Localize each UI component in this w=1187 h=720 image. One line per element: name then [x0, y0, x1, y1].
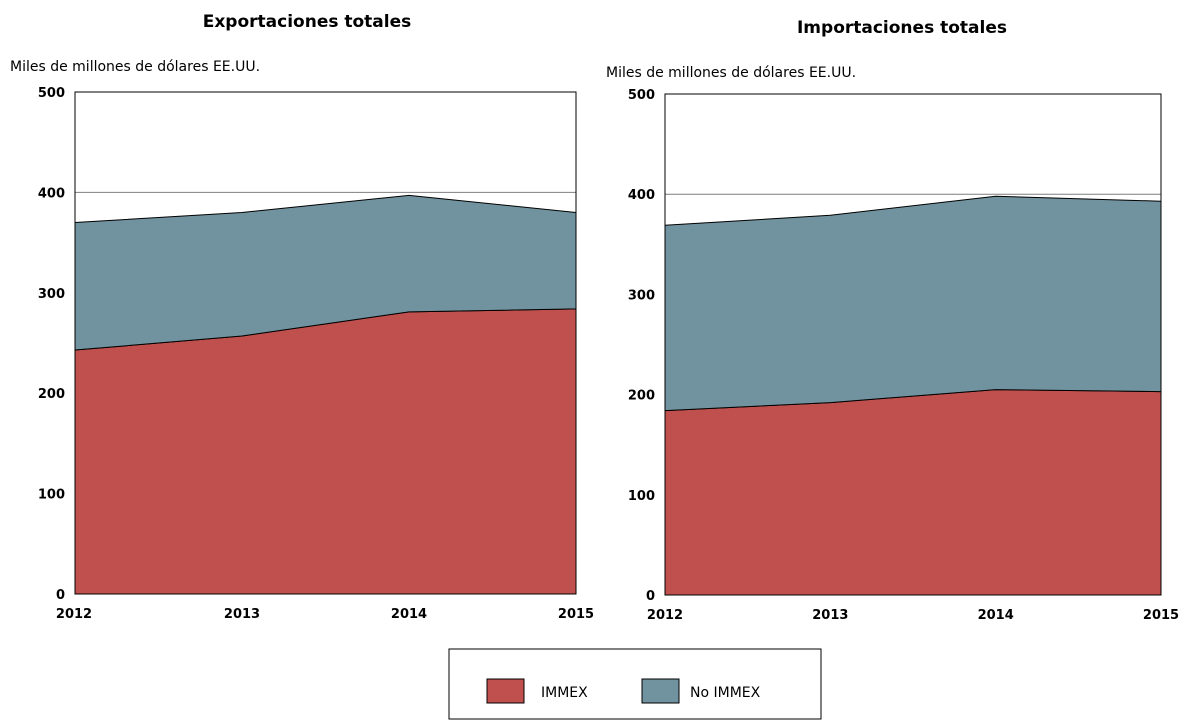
imports-ytick: 200 [628, 389, 655, 404]
legend-swatch-no-immex [641, 678, 680, 704]
exports-ytick: 400 [38, 186, 65, 201]
exports-x-ticks: 2012 2013 2014 2015 [56, 607, 594, 622]
exports-title: Exportaciones totales [203, 12, 412, 32]
legend-label-no-immex: No IMMEX [690, 685, 761, 701]
exports-ytick: 500 [38, 86, 65, 101]
exports-xtick: 2015 [558, 607, 594, 622]
imports-chart: Importaciones totales Miles de millones … [606, 18, 1179, 623]
imports-ytick: 100 [628, 489, 655, 504]
imports-xtick: 2013 [812, 608, 848, 623]
exports-chart: Exportaciones totales Miles de millones … [10, 12, 594, 622]
imports-ytick: 400 [628, 188, 655, 203]
imports-xtick: 2014 [978, 608, 1014, 623]
imports-x-ticks: 2012 2013 2014 2015 [647, 608, 1179, 623]
legend-box [448, 648, 822, 720]
imports-title: Importaciones totales [797, 18, 1007, 38]
exports-xtick: 2013 [224, 607, 260, 622]
exports-area-immex [74, 308, 577, 595]
imports-xtick: 2012 [647, 608, 683, 623]
exports-xtick: 2014 [391, 607, 427, 622]
imports-xtick: 2015 [1143, 608, 1179, 623]
exports-ytick: 200 [38, 387, 65, 402]
imports-ytick: 300 [628, 288, 655, 303]
exports-ylabel: Miles de millones de dólares EE.UU. [10, 59, 260, 75]
exports-ytick: 100 [38, 488, 65, 503]
imports-area-no-immex [664, 195, 1162, 412]
imports-plot-frame [664, 93, 1162, 596]
exports-y-ticks: 0 100 200 300 400 500 [38, 86, 65, 603]
legend-label-immex: IMMEX [541, 685, 588, 701]
exports-ytick: 0 [56, 588, 65, 603]
legend-swatch-immex [486, 678, 525, 704]
legend: IMMEX No IMMEX [448, 648, 822, 720]
exports-ytick: 300 [38, 287, 65, 302]
imports-ytick: 500 [628, 88, 655, 103]
imports-y-ticks: 0 100 200 300 400 500 [628, 88, 655, 604]
imports-area-immex [664, 389, 1162, 596]
exports-plot-frame [74, 91, 577, 595]
imports-areas [664, 195, 1162, 596]
imports-ylabel: Miles de millones de dólares EE.UU. [606, 65, 856, 81]
imports-ytick: 0 [646, 589, 655, 604]
exports-areas [74, 194, 577, 595]
exports-xtick: 2012 [56, 607, 92, 622]
